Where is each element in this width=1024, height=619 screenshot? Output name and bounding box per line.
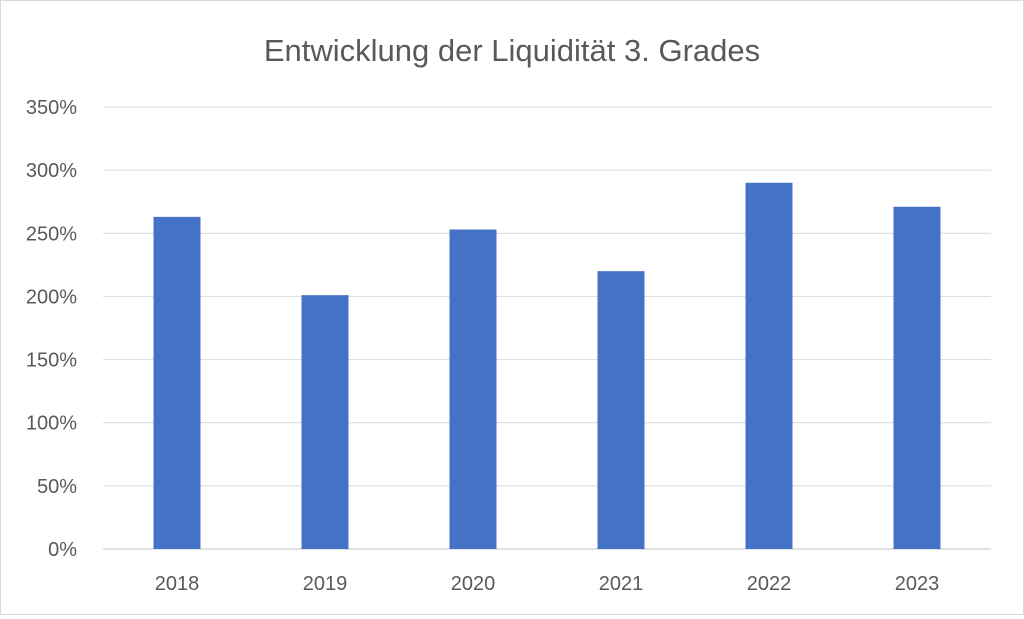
y-axis-ticks: 0% 50% 100% 150% 200% 250% 300% 350% — [26, 97, 77, 561]
bar-2018 — [153, 216, 201, 549]
x-tick-label: 2022 — [747, 573, 792, 595]
y-tick-label: 350% — [26, 97, 77, 119]
y-tick-label: 100% — [26, 413, 77, 435]
bar-2020 — [449, 229, 497, 550]
y-tick-label: 150% — [26, 350, 77, 372]
bar-2021 — [597, 271, 645, 549]
chart-title: Entwicklung der Liquidität 3. Grades — [264, 33, 760, 68]
x-tick-label: 2018 — [155, 573, 200, 595]
x-axis-ticks: 2018 2019 2020 2021 2022 2023 — [155, 573, 940, 595]
y-tick-label: 50% — [37, 476, 77, 498]
gridlines — [103, 106, 991, 550]
bar-2022 — [745, 182, 793, 549]
x-tick-label: 2021 — [599, 573, 644, 595]
y-tick-label: 250% — [26, 223, 77, 245]
x-tick-label: 2020 — [451, 573, 496, 595]
bars — [153, 182, 941, 550]
y-tick-label: 300% — [26, 160, 77, 182]
bar-2023 — [893, 206, 941, 549]
y-tick-label: 200% — [26, 286, 77, 308]
x-tick-label: 2023 — [895, 573, 940, 595]
bar-2019 — [301, 295, 349, 549]
y-tick-label: 0% — [48, 539, 77, 561]
x-tick-label: 2019 — [303, 573, 348, 595]
